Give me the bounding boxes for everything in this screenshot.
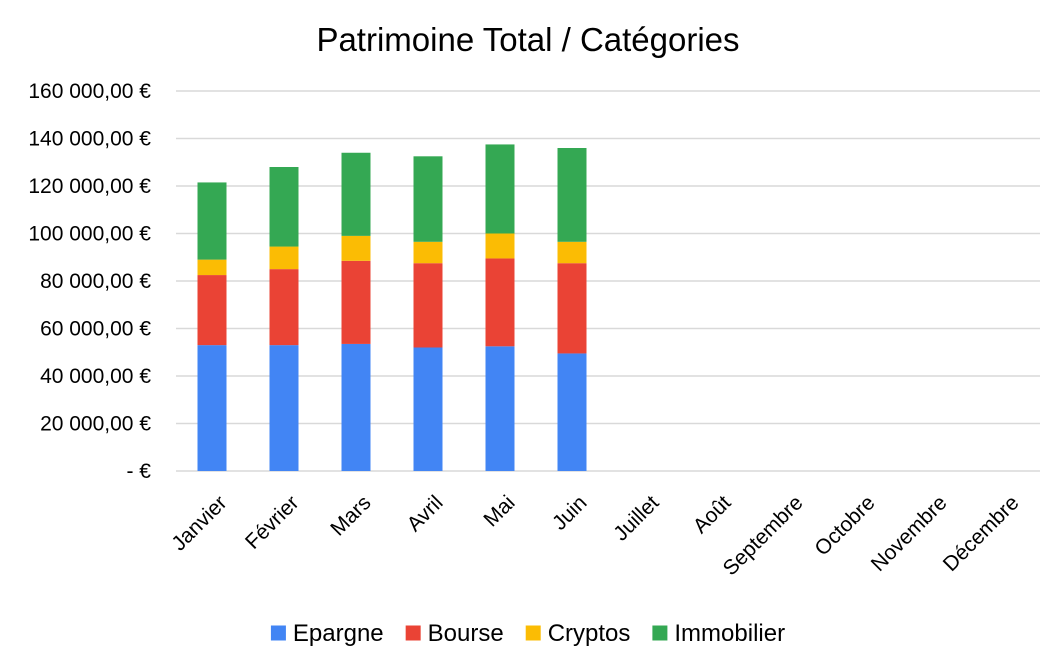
y-tick-label: 140 000,00 € [28, 128, 151, 151]
y-tick-label: 100 000,00 € [28, 223, 151, 246]
legend-swatch-bourse [405, 625, 421, 641]
bars [197, 144, 587, 471]
x-tick-label: Juin [548, 491, 592, 535]
bar-immobilier-1 [269, 167, 299, 247]
bar-cryptos-3 [413, 241, 443, 264]
x-tick-label: Décembre [939, 491, 1024, 576]
y-tick-label: 40 000,00 € [40, 365, 151, 388]
y-tick-label: 20 000,00 € [40, 413, 151, 436]
bar-epargne-1 [269, 345, 299, 471]
x-tick-label: Novembre [867, 491, 952, 576]
x-tick-label: Octobre [810, 491, 879, 560]
x-axis-tick-labels: Janvier Février Mars Avril Mai Juin Juillet Aoû… [167, 491, 1023, 580]
bar-bourse-5 [557, 263, 587, 354]
legend-swatch-cryptos [525, 625, 541, 641]
bar-epargne-4 [485, 346, 515, 471]
y-tick-label: 120 000,00 € [28, 175, 151, 198]
x-tick-label: Janvier [167, 491, 231, 555]
gridlines [176, 90, 1040, 472]
y-tick-label: 160 000,00 € [28, 80, 151, 103]
y-tick-label: 80 000,00 € [40, 270, 151, 293]
bar-immobilier-4 [485, 144, 515, 234]
bar-immobilier-5 [557, 148, 587, 242]
bar-bourse-3 [413, 263, 443, 348]
x-tick-label: Août [689, 491, 736, 538]
bar-epargne-2 [341, 343, 371, 471]
bar-bourse-2 [341, 260, 371, 344]
x-tick-label: Mars [326, 491, 375, 540]
bar-epargne-3 [413, 347, 443, 471]
y-axis-tick-labels: - € 20 000,00 € 40 000,00 € 60 000,00 € 80 0… [28, 80, 151, 483]
bar-bourse-4 [485, 258, 515, 347]
legend-label: Cryptos [548, 620, 631, 647]
bar-cryptos-5 [557, 241, 587, 264]
bar-immobilier-2 [341, 152, 371, 236]
bar-cryptos-2 [341, 235, 371, 261]
legend: Epargne Bourse Cryptos Immobilier [270, 620, 785, 647]
x-tick-label: Mai [479, 491, 519, 531]
y-tick-label: - € [126, 460, 151, 483]
bar-bourse-1 [269, 269, 299, 346]
bar-immobilier-3 [413, 156, 443, 242]
bar-cryptos-4 [485, 233, 515, 259]
x-tick-label: Juillet [609, 491, 663, 545]
x-tick-label: Avril [403, 491, 448, 536]
x-tick-label: Février [241, 491, 303, 553]
bar-cryptos-0 [197, 259, 227, 276]
bar-immobilier-0 [197, 182, 227, 260]
bar-cryptos-1 [269, 246, 299, 270]
y-tick-label: 60 000,00 € [40, 318, 151, 341]
bar-epargne-5 [557, 353, 587, 471]
legend-label: Immobilier [674, 620, 785, 647]
legend-label: Epargne [293, 620, 384, 647]
legend-label: Bourse [428, 620, 504, 647]
legend-swatch-immobilier [652, 625, 668, 641]
bar-epargne-0 [197, 345, 227, 471]
legend-swatch-epargne [270, 625, 286, 641]
bar-bourse-0 [197, 275, 227, 346]
chart-title: Patrimoine Total / Catégories [316, 21, 739, 58]
